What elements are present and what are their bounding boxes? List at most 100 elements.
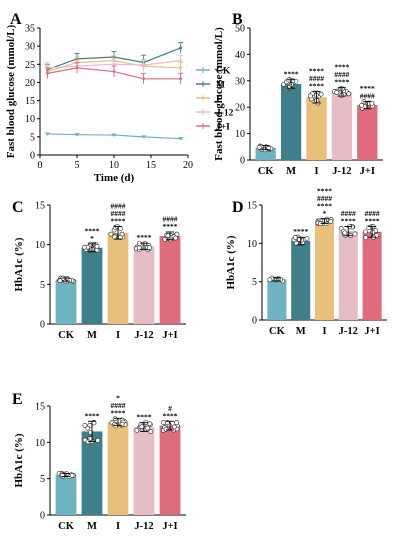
y-tick-label: 20 [25,78,35,89]
sample-point [112,234,117,240]
data-point [75,133,79,137]
bar-I [314,221,335,320]
y-tick-label: 20 [235,103,245,114]
sample-point [346,91,352,97]
significance-label: #### [111,209,126,218]
category-label-M: M [296,326,306,337]
legend-label-CK: CK [216,67,231,77]
y-tick-label: 15 [35,402,45,413]
y-tick-label: 0 [40,320,45,331]
x-tick-label: 10 [109,160,119,171]
sample-point [362,229,368,235]
significance-label: #### [111,201,126,210]
bar-J-12 [133,427,155,515]
bar-M [291,241,311,320]
y-tick-label: 10 [235,129,245,140]
category-label-J-12: J-12 [339,326,358,337]
category-label-J+I: J+I [364,326,379,337]
sample-point [139,424,145,430]
bar-J+I [159,235,181,324]
data-point [112,133,116,137]
significance-label: * [116,393,120,402]
sample-point [82,244,87,250]
sample-point [137,241,142,247]
significance-label: #### [360,91,375,100]
panel-label: C [12,199,24,216]
y-tick-label: 10 [247,239,257,250]
significance-label: **** [341,216,356,225]
significance-label: **** [163,222,178,231]
y-tick-label: 40 [235,50,245,61]
y-axis-label: Fast blood glucose (mmol/L) [5,24,17,158]
sample-point [267,277,273,283]
category-label-J-12: J-12 [332,166,351,177]
category-label-J-12: J-12 [134,521,153,532]
data-point [179,46,183,50]
significance-label: * [90,234,94,243]
sample-point [82,422,88,428]
y-tick-label: 10 [25,114,35,125]
category-label-J+I: J+I [162,521,177,532]
data-point [46,71,49,75]
sample-point [165,233,171,239]
sample-point [108,231,114,237]
legend-label-J-12: J-12 [216,109,234,119]
significance-label: #### [163,214,178,223]
significance-label: **** [309,66,324,75]
significance-label: **** [365,216,380,225]
y-tick-label: 15 [247,201,257,212]
bar-J+I [357,105,378,160]
sample-point [134,427,140,433]
y-axis-label: HbA1c (%) [13,433,25,487]
sample-point [94,243,100,249]
bar-I [306,97,327,160]
significance-label: # [168,404,172,413]
bar-J-12 [133,246,155,324]
sample-point [370,229,376,235]
sample-point [117,226,123,231]
y-tick-label: 50 [235,24,245,35]
y-tick-label: 35 [25,24,35,35]
category-label-I: I [116,521,120,532]
y-tick-label: 30 [235,76,245,87]
significance-label: #### [309,74,324,83]
significance-label: **** [85,226,100,235]
category-label-CK: CK [269,326,286,337]
sample-point [85,425,91,431]
sample-point [363,235,369,241]
y-axis-label: HbA1c (%) [13,237,25,291]
significance-label: #### [365,209,380,218]
significance-label: **** [111,408,126,417]
significance-label: **** [317,186,332,195]
y-tick-label: 10 [35,438,45,449]
sample-point [318,91,324,97]
sample-point [163,426,169,432]
panel-B: 0 10 20 30 40 50 Fast blood glucose (mmol/L) B C… [213,11,383,177]
x-tick-label: 20 [183,160,193,171]
bar-J-12 [331,91,353,160]
sample-point [145,425,151,431]
data-point [179,137,183,141]
category-label-I: I [116,330,120,341]
significance-label: **** [334,78,349,87]
sample-point [69,473,75,478]
panel-label: B [232,11,243,28]
category-label-I: I [322,326,326,337]
category-label-J+I: J+I [360,166,375,177]
y-tick-label: 30 [25,42,35,53]
significance-label: **** [111,216,126,225]
sample-point [95,437,101,443]
bar-CK [267,279,287,320]
sample-point [146,245,152,251]
sample-point [148,429,154,435]
panel-label: E [12,391,23,408]
y-tick-label: 25 [25,60,35,71]
sample-point [307,93,313,99]
y-tick-label: 0 [240,156,245,167]
y-tick-label: 0 [30,151,35,162]
y-tick-label: 15 [35,201,45,212]
sample-point [67,278,73,284]
x-tick-label: 15 [146,160,156,171]
